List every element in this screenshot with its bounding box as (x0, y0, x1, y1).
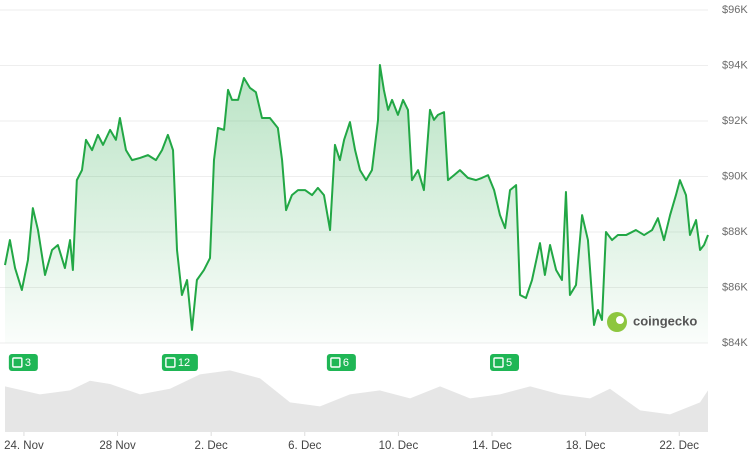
x-tick-label: 6. Dec (288, 440, 321, 452)
x-tick-label: 18. Dec (566, 440, 606, 452)
news-marker[interactable]: 5 (489, 354, 519, 371)
x-tick-label: 10. Dec (379, 440, 419, 452)
news-marker[interactable]: 12 (161, 354, 198, 371)
news-marker[interactable]: 6 (326, 354, 356, 371)
y-tick-label: $94K (722, 59, 748, 71)
news-marker-icon (165, 357, 176, 368)
y-tick-label: $92K (722, 115, 748, 127)
news-marker-label: 5 (506, 357, 512, 369)
volume-area (5, 370, 708, 432)
x-tick-label: 2. Dec (195, 440, 228, 452)
annotations: 3 12 6 5 (8, 354, 519, 371)
price-area (5, 64, 708, 343)
watermark: coingecko (607, 312, 697, 332)
news-marker-label: 12 (178, 357, 190, 369)
y-tick-label: $96K (722, 4, 748, 16)
watermark-logo-eye (616, 316, 624, 324)
x-tick-label: 28 Nov (99, 440, 136, 452)
news-marker[interactable]: 3 (8, 354, 38, 371)
plot (4, 63, 709, 343)
price-line (4, 63, 709, 331)
news-marker-icon (12, 357, 23, 368)
watermark-text: coingecko (633, 313, 697, 328)
y-tick-label: $86K (722, 281, 748, 293)
y-tick-label: $90K (722, 170, 748, 182)
news-marker-icon (493, 357, 504, 368)
x-tick-label: 24. Nov (4, 440, 44, 452)
axes: $84K $86K $88K $90K $92K $94K $96K 24. Nov 28 No… (4, 4, 748, 452)
x-tick-label: 22. Dec (659, 440, 699, 452)
y-tick-label: $84K (722, 337, 748, 349)
news-marker-label: 6 (343, 357, 349, 369)
news-marker-label: 3 (25, 357, 31, 369)
volume (5, 370, 708, 432)
x-tick-label: 14. Dec (472, 440, 512, 452)
y-tick-label: $88K (722, 226, 748, 238)
news-marker-icon (330, 357, 341, 368)
